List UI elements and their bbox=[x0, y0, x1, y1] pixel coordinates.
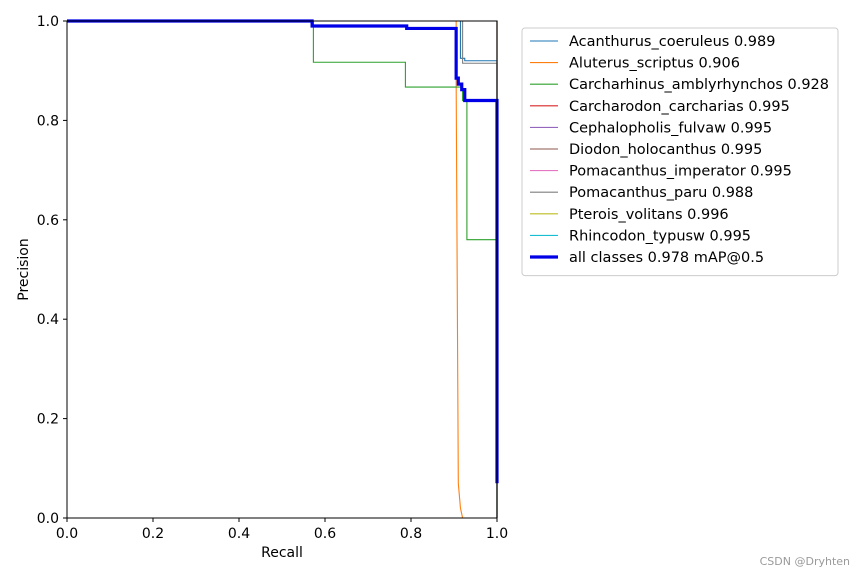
series-line-6 bbox=[67, 20, 498, 518]
series-line-1 bbox=[67, 20, 497, 519]
legend-label-4: Cephalopholis_fulvaw 0.995 bbox=[569, 120, 772, 136]
legend-label-1: Aluterus_scriptus 0.906 bbox=[569, 56, 740, 72]
legend-label-3: Carcharodon_carcharias 0.995 bbox=[569, 99, 790, 115]
y-axis-label: Precision bbox=[16, 238, 32, 300]
y-tick-label: 0.6 bbox=[37, 213, 59, 229]
series-line-10 bbox=[67, 19, 499, 484]
series-line-8 bbox=[67, 20, 498, 518]
x-tick-label: 0.0 bbox=[56, 526, 78, 542]
series-line-5 bbox=[67, 20, 498, 518]
legend-box bbox=[521, 27, 839, 277]
legend: Acanthurus_coeruleus 0.989 Aluterus_scrip… bbox=[521, 27, 839, 277]
series-line-7 bbox=[67, 20, 498, 518]
series-line-4 bbox=[67, 20, 498, 518]
x-tick-label: 1.0 bbox=[486, 526, 508, 542]
series-line-2 bbox=[67, 20, 498, 518]
legend-label-2: Carcharhinus_amblyrhynchos 0.928 bbox=[569, 77, 829, 93]
legend-label-9: Rhincodon_typusw 0.995 bbox=[569, 228, 751, 244]
series-layer bbox=[67, 19, 499, 519]
ticks-layer: 0.0 0.2 0.4 0.6 0.8 1.0 0.0 0.2 0.4 0.6 0.8 1.0 bbox=[37, 14, 508, 542]
y-tick-label: 1.0 bbox=[37, 14, 59, 30]
y-tick-label: 0.2 bbox=[37, 412, 59, 428]
legend-label-6: Pomacanthus_imperator 0.995 bbox=[569, 164, 792, 180]
plot-frame bbox=[66, 20, 498, 519]
legend-label-10: all classes 0.978 mAP@0.5 bbox=[569, 250, 764, 266]
legend-label-0: Acanthurus_coeruleus 0.989 bbox=[569, 34, 775, 50]
legend-label-5: Diodon_holocanthus 0.995 bbox=[569, 142, 762, 158]
legend-label-7: Pomacanthus_paru 0.988 bbox=[569, 185, 753, 201]
y-tick-label: 0.8 bbox=[37, 113, 59, 129]
x-tick-label: 0.6 bbox=[314, 526, 336, 542]
y-tick-label: 0.0 bbox=[37, 511, 59, 527]
y-tick-label: 0.4 bbox=[37, 312, 59, 328]
x-tick-label: 0.2 bbox=[142, 526, 164, 542]
series-line-0 bbox=[67, 20, 498, 518]
legend-label-8: Pterois_volitans 0.996 bbox=[569, 207, 729, 223]
x-axis-label: Recall bbox=[261, 545, 303, 561]
series-line-3 bbox=[67, 20, 498, 518]
x-tick-label: 0.8 bbox=[400, 526, 422, 542]
watermark: CSDN @Dryhten bbox=[759, 555, 850, 568]
series-line-9 bbox=[67, 20, 498, 518]
x-tick-label: 0.4 bbox=[228, 526, 250, 542]
